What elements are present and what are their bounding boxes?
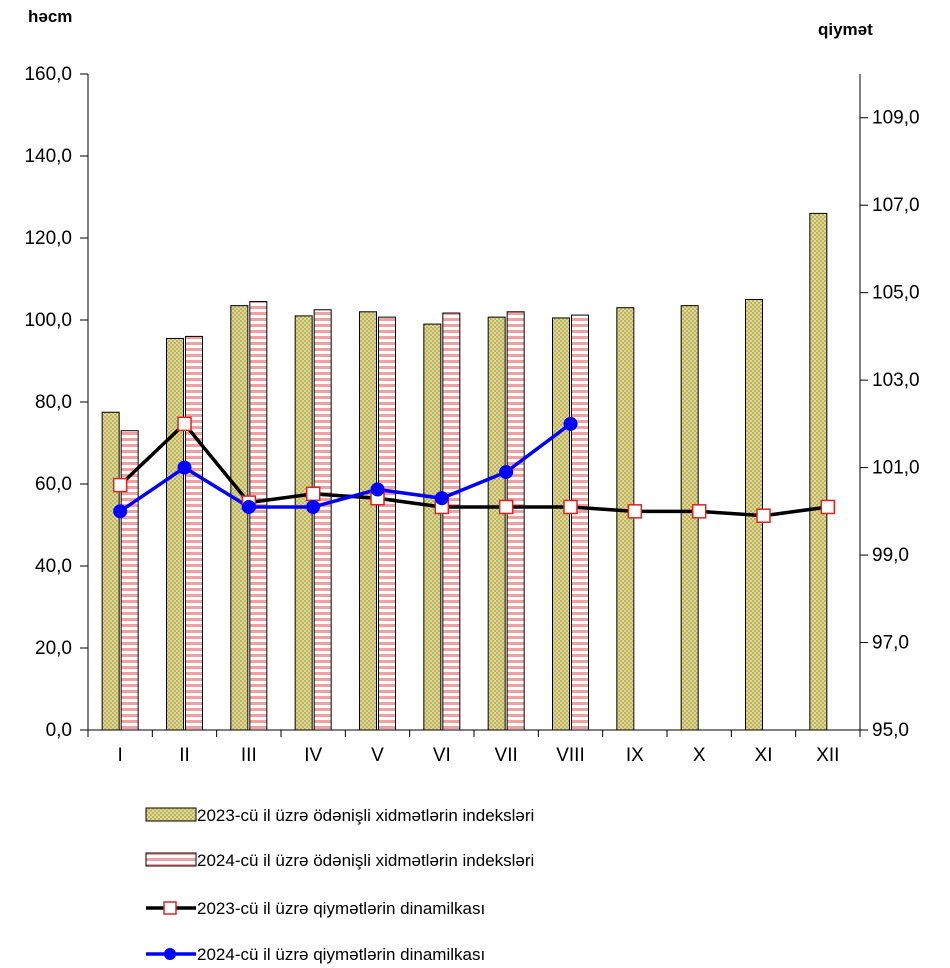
legend-label-0: 2023-cü il üzrə ödənişli xidmətlərin ind… — [197, 806, 534, 825]
legend-label-3: 2024-cü il üzrə qiymətlərin dinamilkası — [197, 945, 485, 964]
bar-2023-V — [359, 311, 377, 731]
bar-2024-VI — [442, 312, 461, 731]
bar-2023-I — [101, 411, 120, 731]
left-tick-label: 140,0 — [24, 146, 72, 167]
x-tick-label: IX — [626, 745, 644, 766]
point-2023-II — [177, 416, 192, 432]
bar-2024-VII — [506, 311, 525, 731]
right-tick-label: 97,0 — [872, 633, 909, 654]
bar-2023-II — [166, 337, 184, 731]
line-2023-prices — [118, 422, 829, 518]
legend-label-1: 2024-cü il üzrə ödənişli xidmətlərin ind… — [197, 851, 534, 870]
point-2023-XI — [756, 508, 771, 523]
left-tick-label: 20,0 — [35, 638, 72, 659]
point-2023-IX — [627, 504, 643, 519]
left-tick-label: 160,0 — [24, 64, 72, 85]
x-tick-label: II — [179, 745, 190, 766]
x-tick-label: I — [118, 745, 123, 766]
line-2024-prices — [119, 422, 572, 513]
right-tick-label: 103,0 — [872, 370, 920, 391]
x-tick-label: VIII — [556, 745, 585, 766]
point-2024-I — [113, 504, 128, 519]
right-tick-label: 109,0 — [872, 108, 920, 129]
legend-marker-3 — [164, 948, 176, 960]
bar-2023-III — [230, 305, 249, 731]
point-2024-III — [241, 499, 256, 514]
bar-2023-VIII — [552, 317, 570, 731]
right-tick-label: 107,0 — [872, 195, 920, 216]
x-tick-label: X — [693, 745, 706, 766]
left-tick-label: 0,0 — [46, 720, 72, 741]
x-tick-label: VI — [433, 745, 451, 766]
x-tick-label: V — [371, 745, 384, 766]
left-tick-label: 40,0 — [35, 556, 72, 577]
bar-2023-IX — [616, 307, 635, 731]
bar-2023-VI — [423, 323, 442, 731]
point-2023-XII — [820, 499, 836, 515]
x-tick-label: IV — [304, 745, 322, 766]
point-2024-IV — [306, 499, 321, 514]
point-2024-V — [370, 482, 385, 497]
point-2024-II — [177, 460, 192, 475]
bar-2024-II — [185, 335, 203, 731]
bar-2024-VIII — [571, 314, 589, 731]
left-tick-label: 120,0 — [24, 228, 72, 249]
legend-label-2: 2023-cü il üzrə qiymətlərin dinamilkası — [197, 899, 485, 918]
point-2024-VII — [499, 464, 514, 479]
left-tick-label: 80,0 — [35, 392, 72, 413]
legend-swatch-0 — [145, 807, 197, 822]
point-2024-VI — [434, 491, 449, 506]
point-2023-X — [691, 504, 707, 519]
lines-layer — [112, 416, 836, 523]
bar-2024-IV — [313, 309, 332, 731]
left-tick-label: 60,0 — [35, 474, 72, 495]
legend-swatch-1 — [145, 852, 197, 867]
x-tick-label: III — [241, 745, 257, 766]
legend-marker-2 — [163, 901, 177, 915]
x-tick-label: XI — [755, 745, 773, 766]
point-2023-IV — [305, 486, 321, 502]
left-tick-label: 100,0 — [24, 310, 72, 331]
bar-2024-III — [249, 301, 268, 731]
point-2023-VIII — [563, 499, 578, 515]
point-2023-VII — [498, 499, 514, 515]
bar-2024-V — [378, 316, 396, 731]
right-tick-label: 95,0 — [872, 720, 909, 741]
right-tick-label: 99,0 — [872, 545, 909, 566]
point-2024-VIII — [563, 416, 578, 431]
bar-2023-IV — [294, 315, 313, 731]
bar-2023-VII — [487, 316, 506, 731]
bar-2023-XII — [809, 212, 828, 731]
point-2023-I — [112, 477, 128, 493]
bars-layer — [101, 212, 828, 731]
right-tick-label: 101,0 — [872, 458, 920, 479]
x-tick-label: XII — [816, 745, 839, 766]
right-tick-label: 105,0 — [872, 283, 920, 304]
right-axis-title: qiymət — [818, 20, 873, 39]
axes-layer: 0,0 20,0 40,0 60,0 80,0 100,0 120,0 140,0 160,0 9… — [24, 64, 919, 766]
x-tick-label: VII — [495, 745, 518, 766]
left-axis-title: həcm — [28, 7, 72, 26]
legend: 2023-cü il üzrə ödənişli xidmətlərin ind… — [145, 806, 534, 964]
